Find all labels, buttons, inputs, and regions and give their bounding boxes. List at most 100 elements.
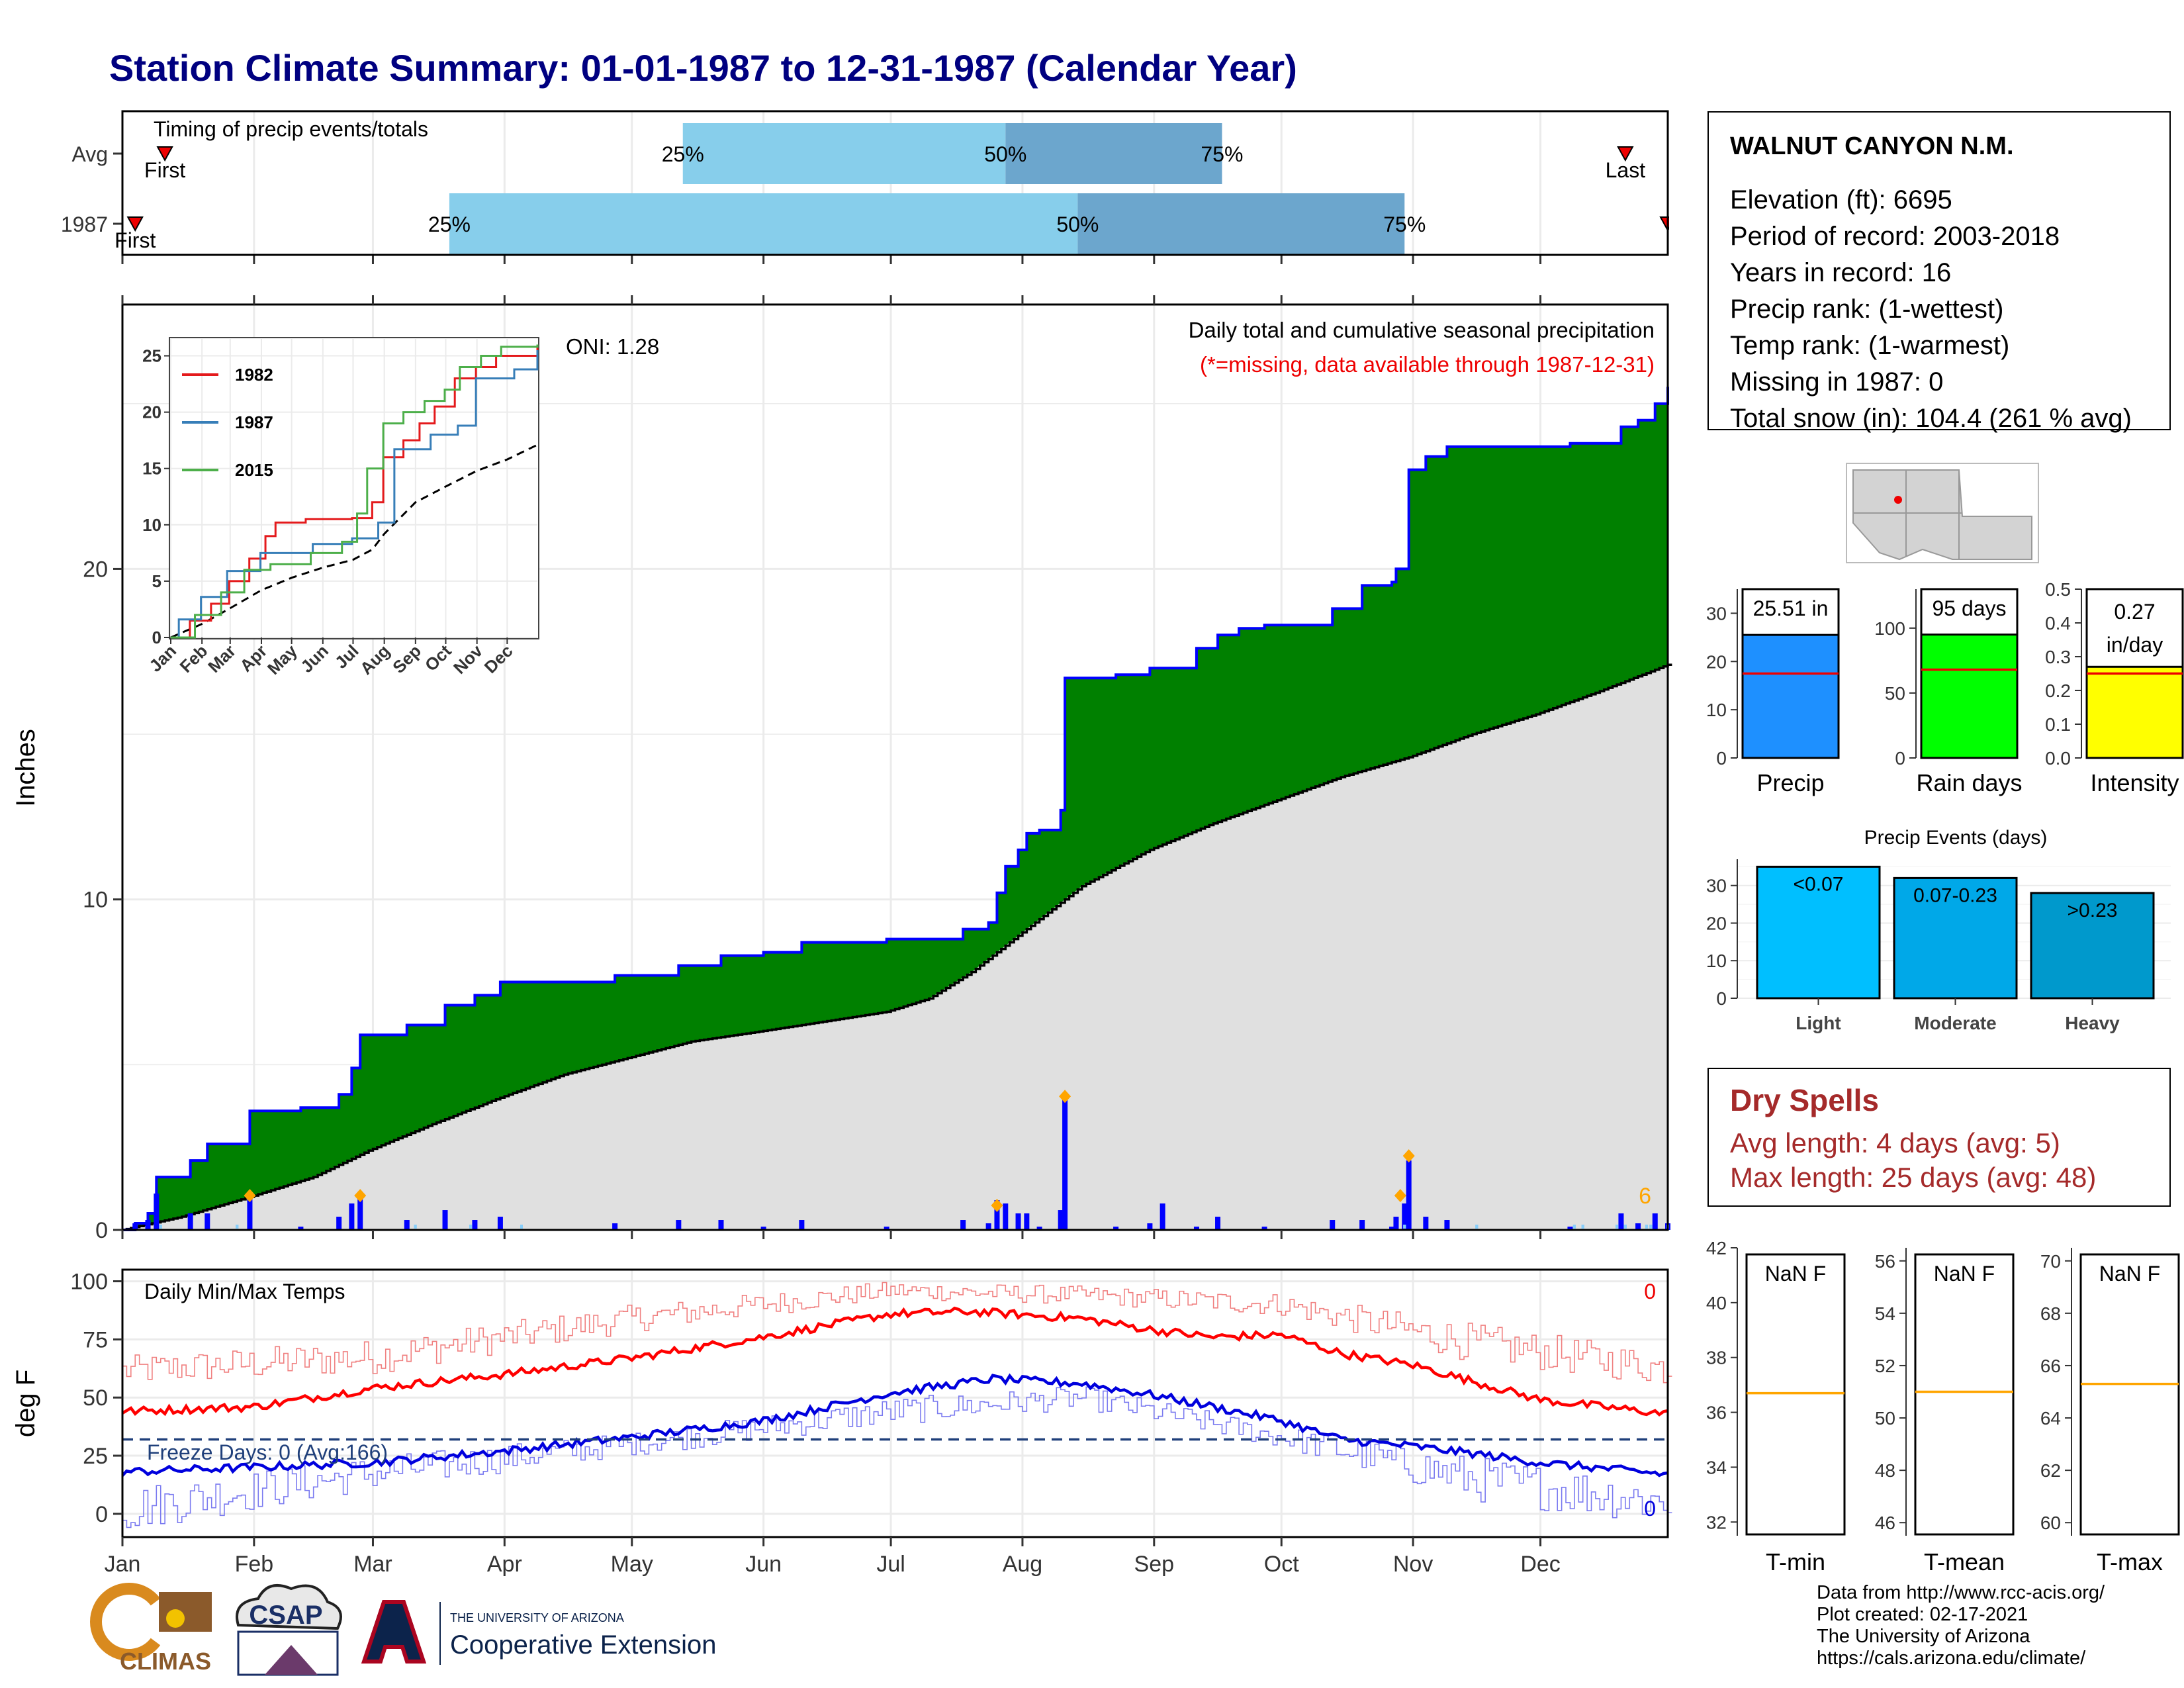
daily-precip-bar	[1406, 1160, 1412, 1230]
snow-tick	[1615, 1225, 1619, 1229]
timing-q50-label: 50%	[984, 142, 1026, 166]
daily-precip-bar	[1160, 1203, 1165, 1230]
tsum-y-tick-label: 50	[1875, 1408, 1895, 1429]
precip-title: Daily total and cumulative seasonal prec…	[1189, 318, 1655, 342]
events-bar	[1756, 865, 1881, 1000]
daily-precip-bar	[1036, 1227, 1042, 1230]
station-missing: Missing in 1987: 0	[1730, 367, 1944, 397]
events-title: Precip Events (days)	[1864, 827, 2048, 849]
tmax-count-label: 0	[1644, 1280, 1656, 1303]
psum-y-tick-label: 0.5	[2045, 579, 2071, 600]
tsum-value-label: NaN F	[2099, 1262, 2160, 1286]
psum-y-tick-label: 0	[1895, 748, 1905, 769]
station-name: WALNUT CANYON N.M.	[1730, 132, 2014, 160]
daily-precip-bar	[1003, 1203, 1009, 1230]
climas-logo-sun	[166, 1609, 185, 1628]
precip-events-chart: Precip Events (days) 0 10 20 30 <0.07 Light 0.0…	[1706, 827, 2171, 1033]
station-period: Period of record: 2003-2018	[1730, 222, 2060, 251]
precip-chart: 0 10 20 Inches Daily total and cumulative se…	[11, 295, 1672, 1243]
events-bar-label: >0.23	[2068, 900, 2118, 921]
inset-frame	[169, 337, 539, 639]
csap-logo-mountain	[265, 1645, 318, 1675]
daily-precip-bar	[1635, 1223, 1641, 1230]
events-y-tick-label: 0	[1716, 988, 1727, 1009]
psum-y-tick-label: 20	[1706, 651, 1727, 672]
credit-created: Plot created: 02-17-2021	[1817, 1604, 2028, 1625]
precip-y-tick-label: 10	[83, 888, 108, 913]
dry-spells-box: Dry Spells Avg length: 4 days (avg: 5) M…	[1707, 1068, 2171, 1207]
tsum-y-tick-label: 34	[1706, 1457, 1727, 1477]
timing-title: Timing of precip events/totals	[154, 117, 428, 141]
events-y-tick-label: 30	[1706, 876, 1727, 896]
snow-tick	[414, 1225, 417, 1229]
snow-tick	[1645, 1225, 1648, 1229]
psum-bar	[2085, 665, 2184, 759]
daily-precip-bar	[760, 1227, 766, 1230]
tsum-box	[2079, 1253, 2180, 1536]
timing-bar-q25-q50	[449, 193, 1078, 254]
month-tick-label: Aug	[1003, 1552, 1043, 1577]
station-info-box: WALNUT CANYON N.M. Elevation (ft): 6695 …	[1707, 111, 2171, 433]
month-tick-label: Jun	[745, 1552, 782, 1577]
inset-legend-label: 1982	[235, 365, 273, 385]
tsum-y-tick-label: 62	[2040, 1460, 2061, 1481]
daily-precip-bar	[1215, 1217, 1221, 1230]
precip-y-axis-label: Inches	[11, 729, 40, 807]
ua-logo-mark	[361, 1600, 427, 1664]
daily-precip-bar	[718, 1220, 724, 1230]
psum-category-label: Precip	[1756, 769, 1824, 796]
credit-university: The University of Arizona	[1817, 1626, 2030, 1647]
credit-source: Data from http://www.rcc-acis.org/	[1817, 1582, 2105, 1603]
climas-logo-text: CLIMAS	[120, 1648, 211, 1675]
tsum-y-tick-label: 36	[1706, 1403, 1727, 1423]
events-bar-label: 0.07-0.23	[1913, 884, 1997, 906]
temp-frame	[121, 1268, 1669, 1538]
climas-logo-block	[159, 1592, 212, 1632]
snow-tick	[520, 1225, 523, 1229]
psum-y-tick-label: 10	[1706, 700, 1727, 720]
ua-logo-text-1: THE UNIVERSITY OF ARIZONA	[450, 1611, 624, 1624]
tsum-y-tick-label: 70	[2040, 1251, 2061, 1272]
daily-precip-bar	[1193, 1227, 1199, 1230]
inset-avg-line	[170, 444, 538, 639]
cumulative-1987-line	[122, 387, 1669, 1231]
daily-precip-bar	[994, 1200, 1000, 1230]
cumulative-avg-line	[122, 663, 1672, 1231]
inset-series-line	[171, 350, 539, 639]
freeze-days-label: Freeze Days: 0 (Avg:166)	[147, 1440, 388, 1464]
month-tick-label: Apr	[487, 1552, 522, 1577]
temp-y-axis-label: deg F	[11, 1370, 40, 1437]
tsum-y-tick-label: 42	[1706, 1238, 1727, 1258]
psum-y-tick-label: 0.4	[2045, 613, 2071, 633]
tsum-box	[1914, 1253, 2015, 1536]
snow-tick	[1623, 1225, 1627, 1229]
month-tick-label: Mar	[353, 1552, 392, 1577]
page-title: Station Climate Summary: 01-01-1987 to 1…	[109, 47, 1297, 89]
inset-y-tick-label: 10	[142, 515, 161, 535]
daily-precip-bar	[1567, 1227, 1573, 1230]
inset-y-tick-label: 20	[142, 402, 161, 422]
inset-legend-label: 2015	[235, 460, 273, 480]
month-tick-label: Jul	[876, 1552, 905, 1577]
month-tick-label: Nov	[1393, 1552, 1433, 1577]
station-temp-rank: Temp rank: (1-warmest)	[1730, 331, 2010, 360]
station-precip-rank: Precip rank: (1-wettest)	[1730, 295, 2004, 324]
psum-y-tick-label: 0.1	[2045, 714, 2071, 735]
snow-tick	[236, 1225, 239, 1229]
timing-clip	[1669, 110, 1696, 256]
inset-series-line	[171, 344, 539, 639]
credits: Data from http://www.rcc-acis.org/ Plot …	[1817, 1582, 2105, 1669]
timing-last-label: Last	[1606, 158, 1646, 182]
timing-q25-label: 25%	[428, 212, 471, 236]
month-tick-label: May	[611, 1552, 653, 1577]
extreme-event-marker	[354, 1189, 367, 1203]
tmin-count-label: 0	[1644, 1497, 1656, 1521]
snow-tick	[1581, 1225, 1584, 1229]
daily-precip-bar	[404, 1220, 410, 1230]
events-bar-label: <0.07	[1794, 873, 1844, 895]
daily-precip-bar	[1652, 1213, 1658, 1230]
daily-precip-bar	[187, 1213, 193, 1230]
psum-bar	[1741, 633, 1840, 759]
daily-precip-bar	[1618, 1213, 1624, 1230]
